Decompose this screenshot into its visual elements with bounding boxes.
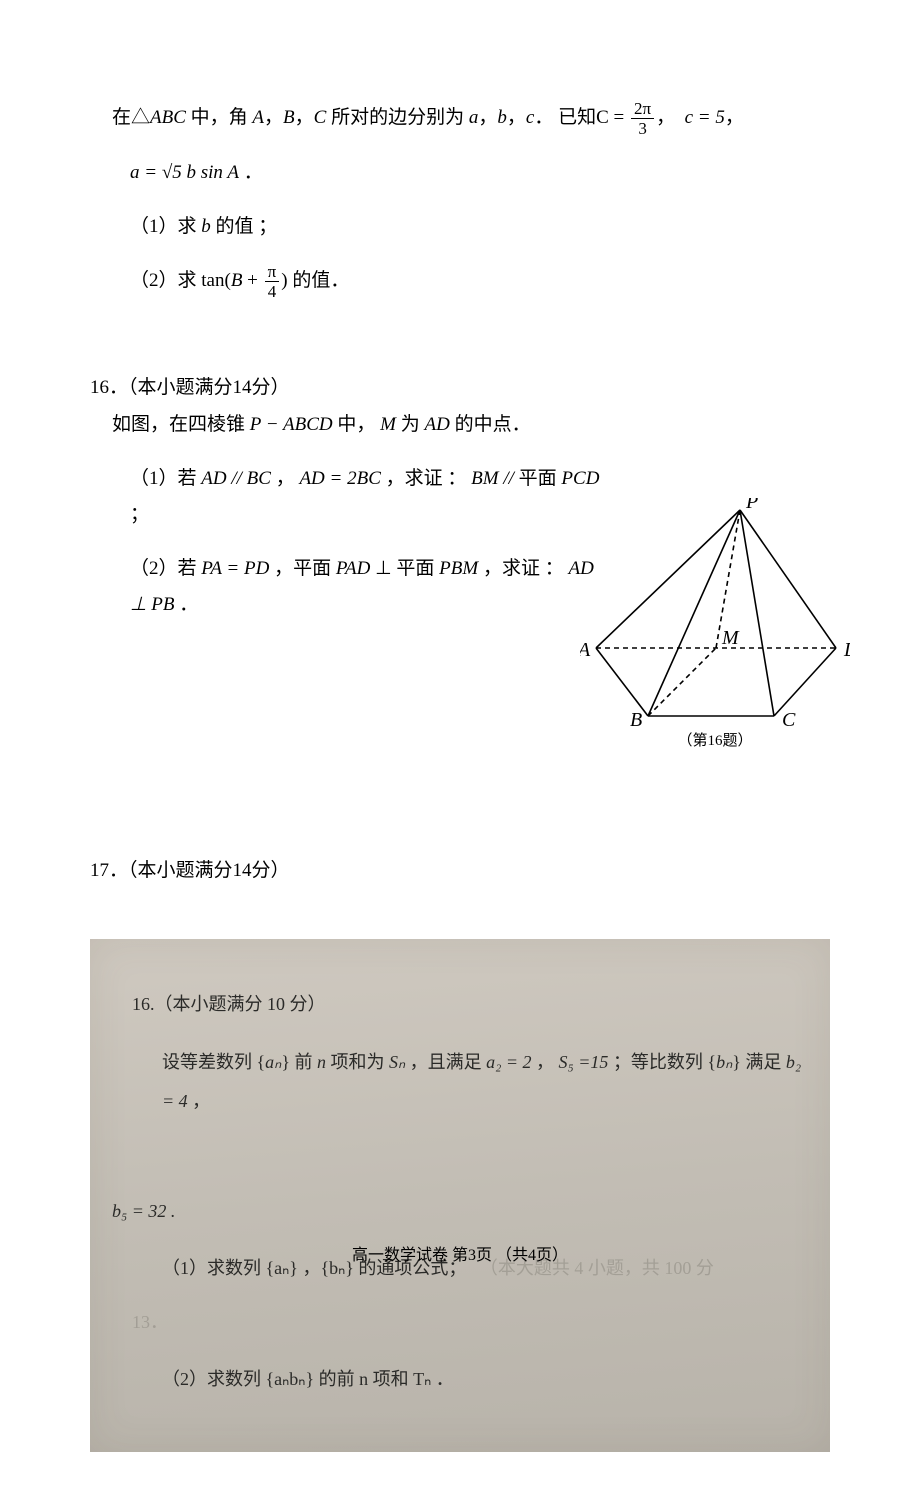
photo-b5: b₅ = 32 .	[112, 1192, 808, 1232]
q16-figure: P A D B C M （第16题）	[580, 498, 850, 750]
q15-part2: （2）求 tan(B + π4) 的值．	[90, 263, 830, 300]
svg-text:B: B	[630, 709, 642, 728]
svg-text:D: D	[843, 639, 850, 661]
q15-line2: a = √5 b sin A ．	[90, 155, 830, 191]
q16-intro: 如图，在四棱锥 P − ABCD 中， M 为 AD 的中点．	[90, 407, 830, 443]
q16-header: 16．（本小题满分14分）	[90, 370, 830, 406]
embedded-photo: 16.（本小题满分 10 分） 设等差数列 {aₙ} 前 n 项和为 Sₙ ，且…	[90, 939, 830, 1452]
q16-figure-caption: （第16题）	[580, 729, 850, 750]
q15-part1: （1）求 b 的值 ；	[90, 209, 830, 245]
photo-header: 16.（本小题满分 10 分）	[112, 985, 808, 1025]
q16-part2: （2）若 PA = PD ，平面 PAD ⊥ 平面 PBM ，求证 ： AD ⊥…	[90, 551, 610, 623]
q16-part1: （1）若 AD // BC ， AD = 2BC ，求证 ： BM // 平面 …	[90, 461, 610, 533]
q15-line1: 在△ABC 中，角 A，B，C 所对的边分别为 a，b，c． 已知C = 2π3…	[90, 100, 830, 137]
svg-text:P: P	[745, 498, 758, 513]
q17-header: 17．（本小题满分14分）	[90, 853, 830, 889]
svg-text:A: A	[580, 639, 591, 661]
page-footer: 高一数学试卷 第3页 （共4页）	[0, 1241, 920, 1265]
photo-p2: （2）求数列 {aₙbₙ} 的前 n 项和 Tₙ ．	[112, 1360, 808, 1400]
photo-ghost1	[112, 1134, 808, 1174]
svg-text:M: M	[721, 627, 740, 649]
photo-ghost2: 13．	[112, 1303, 808, 1343]
photo-line1: 设等差数列 {aₙ} 前 n 项和为 Sₙ ，且满足 a₂ = 2 ， S₅ =…	[112, 1043, 808, 1122]
svg-text:C: C	[782, 709, 796, 728]
